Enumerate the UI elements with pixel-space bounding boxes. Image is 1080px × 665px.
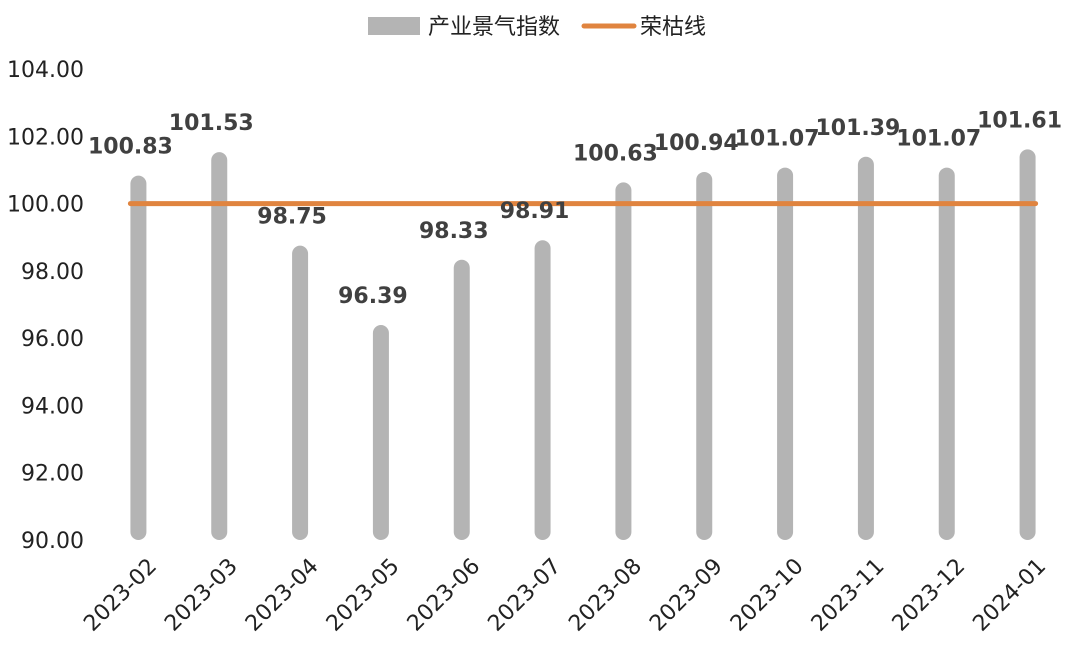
legend: 产业景气指数 荣枯线 (368, 15, 706, 40)
y-tick-label: 100.00 (7, 193, 84, 218)
x-tick-label: 2023-06 (403, 554, 486, 637)
bar (130, 175, 147, 540)
bar (857, 156, 874, 540)
data-labels: 100.83101.5398.7596.3998.3398.91100.6310… (88, 108, 1062, 309)
y-tick-label: 104.00 (7, 58, 84, 83)
data-label: 101.07 (896, 127, 981, 152)
bar (615, 182, 632, 540)
y-tick-label: 96.00 (21, 327, 84, 352)
data-label: 100.63 (573, 141, 658, 166)
legend-swatch-bar (368, 17, 420, 35)
data-label: 100.83 (88, 135, 173, 160)
y-tick-label: 102.00 (7, 125, 84, 150)
x-tick-label: 2024-01 (968, 554, 1051, 637)
bar (372, 325, 389, 540)
bar (211, 152, 228, 541)
y-tick-label: 92.00 (21, 462, 84, 487)
data-label: 100.94 (654, 131, 739, 156)
bar (453, 259, 470, 540)
bar (777, 167, 794, 540)
x-tick-label: 2023-04 (241, 554, 324, 637)
y-tick-label: 94.00 (21, 394, 84, 419)
x-axis: 2023-022023-032023-042023-052023-062023-… (79, 554, 1051, 637)
data-label: 101.39 (815, 116, 900, 141)
x-tick-label: 2023-02 (79, 554, 162, 637)
data-label: 101.07 (735, 127, 820, 152)
bars (130, 149, 1036, 541)
y-axis: 90.00 92.00 94.00 96.00 98.00 100.00 102.00 104… (7, 58, 84, 554)
x-tick-label: 2023-07 (483, 554, 566, 637)
bar (534, 240, 551, 541)
data-label: 96.39 (338, 284, 408, 309)
legend-label-bar: 产业景气指数 (428, 15, 560, 40)
x-tick-label: 2023-03 (160, 554, 243, 637)
bar (292, 245, 309, 540)
data-label: 98.33 (419, 219, 489, 244)
data-label: 98.91 (500, 199, 570, 224)
bar (696, 171, 713, 540)
data-label: 98.75 (257, 205, 327, 230)
x-tick-label: 2023-12 (888, 554, 971, 637)
bar (938, 167, 955, 540)
data-label: 101.61 (977, 108, 1062, 133)
x-tick-label: 2023-10 (726, 554, 809, 637)
data-label: 101.53 (169, 111, 254, 136)
x-tick-label: 2023-09 (645, 554, 728, 637)
bar (1019, 149, 1036, 540)
y-tick-label: 98.00 (21, 260, 84, 285)
x-tick-label: 2023-05 (322, 554, 405, 637)
y-tick-label: 90.00 (21, 529, 84, 554)
legend-label-line: 荣枯线 (640, 15, 706, 40)
x-tick-label: 2023-11 (807, 554, 890, 637)
x-tick-label: 2023-08 (564, 554, 647, 637)
